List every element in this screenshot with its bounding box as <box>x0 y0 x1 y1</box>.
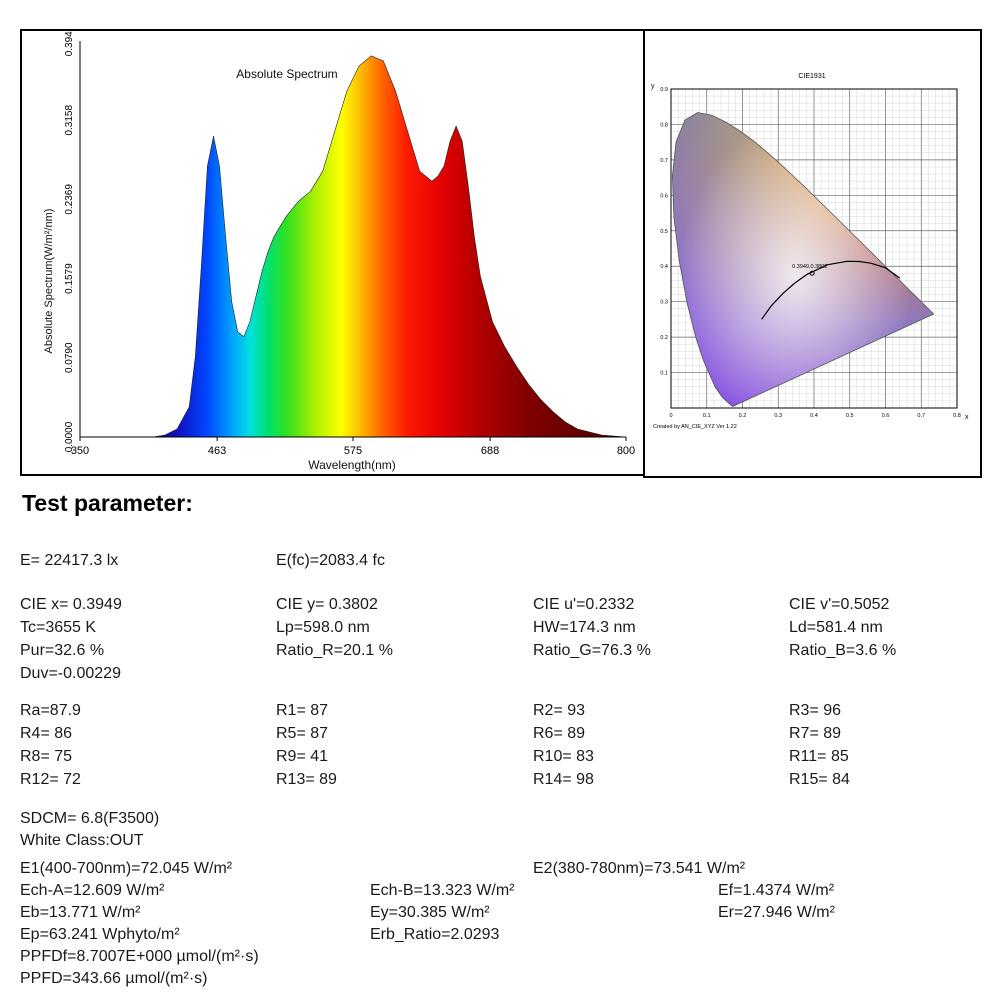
param-r7-c0: R8= 75 <box>20 748 73 765</box>
y-tick-label: 0.0790 <box>64 342 75 373</box>
erb-ratio-value: Erb_Ratio=2.0293 <box>370 926 500 943</box>
y-tick-label: 0.0000 <box>64 421 75 452</box>
eb-value: Eb=13.771 W/m² <box>20 904 141 921</box>
ey-value: Ey=30.385 W/m² <box>370 904 490 921</box>
ech-a-value: Ech-A=12.609 W/m² <box>20 882 165 899</box>
ppfdf-value: PPFDf=8.7007E+000 µmol/(m²·s) <box>20 948 259 965</box>
param-r3-c0: Pur=32.6 % <box>20 642 105 659</box>
spectral-locus <box>671 112 935 407</box>
param-r8-c1: R13= 89 <box>276 771 337 788</box>
param-r7-c1: R9= 41 <box>276 748 329 765</box>
param-r3-c3: Ratio_B=3.6 % <box>789 642 897 659</box>
param-r8-c2: R14= 98 <box>533 771 594 788</box>
param-r4-c0: Duv=-0.00229 <box>20 665 121 682</box>
cie-x-tick-label: 0 <box>669 413 672 419</box>
param-r3-c2: Ratio_G=76.3 % <box>533 642 651 659</box>
param-r3-c1: Ratio_R=20.1 % <box>276 642 393 659</box>
ep-value: Ep=63.241 Wphyto/m² <box>20 926 180 943</box>
cie-chart-panel: 0.3949,0.3802 0 0.1 0.2 0.3 0.4 0.5 0.6 0.7 0.8 … <box>643 29 982 478</box>
cie-y-tick-label: 0.6 <box>660 193 668 199</box>
chromaticity-point-label: 0.3949,0.3802 <box>792 264 827 270</box>
x-tick-label: 800 <box>617 445 635 457</box>
x-tick-label: 350 <box>71 445 89 457</box>
cie-x-tick-label: 0.1 <box>703 413 711 419</box>
param-r7-c3: R11= 85 <box>789 748 849 765</box>
cie-x-axis-label: x <box>965 414 969 421</box>
y-tick-label: 0.2369 <box>64 184 75 215</box>
planckian-locus <box>761 260 901 320</box>
param-r5-c2: R2= 93 <box>533 702 586 719</box>
param-r0-c1: E(fc)=2083.4 fc <box>276 552 385 569</box>
cie-x-tick-label: 0.7 <box>917 413 925 419</box>
ef-value: Ef=1.4374 W/m² <box>718 882 835 899</box>
param-r1-c3: CIE v'=0.5052 <box>789 596 890 613</box>
param-r1-c0: CIE x= 0.3949 <box>20 596 122 613</box>
param-r8-c3: R15= 84 <box>789 771 850 788</box>
param-r6-c1: R5= 87 <box>276 725 329 742</box>
param-r5-c3: R3= 96 <box>789 702 842 719</box>
spectrum-title: Absolute Spectrum <box>236 67 337 81</box>
param-r1-c2: CIE u'=0.2332 <box>533 596 635 613</box>
cie-y-axis-label: y <box>651 83 655 90</box>
test-parameter-heading: Test parameter: <box>22 490 193 516</box>
cie-x-tick-label: 0.6 <box>882 413 890 419</box>
param-r10-c0: White Class:OUT <box>20 832 144 849</box>
param-r6-c3: R7= 89 <box>789 725 842 742</box>
cie-y-tick-label: 0.1 <box>660 371 668 377</box>
e2-value: E2(380-780nm)=73.541 W/m² <box>533 860 746 877</box>
param-r0-c0: E= 22417.3 lx <box>20 552 119 569</box>
chromaticity-area <box>672 112 934 407</box>
cie-x-tick-label: 0.3 <box>774 413 782 419</box>
y-tick-label: 0.3948 <box>64 31 75 56</box>
cie-chart: 0.3949,0.3802 0 0.1 0.2 0.3 0.4 0.5 0.6 0.7 0.8 … <box>651 73 969 430</box>
y-tick-label: 0.3158 <box>64 105 75 136</box>
ech-b-value: Ech-B=13.323 W/m² <box>370 882 515 899</box>
spectrum-area <box>140 55 626 437</box>
cie-y-tick-label: 0.7 <box>660 158 668 164</box>
param-r6-c0: R4= 86 <box>20 725 73 742</box>
param-r8-c0: R12= 72 <box>20 771 81 788</box>
cie-footer: Created by AN_CIE_XYZ Ver 1.22 <box>653 424 737 430</box>
param-r5-c0: Ra=87.9 <box>20 702 81 719</box>
param-r6-c2: R6= 89 <box>533 725 586 742</box>
y-axis-label: Absolute Spectrum(W/m²/nm) <box>43 209 55 354</box>
cie-y-tick-label: 0.2 <box>660 335 668 341</box>
x-tick-label: 463 <box>208 445 226 457</box>
param-r7-c2: R10= 83 <box>533 748 594 765</box>
cie-x-tick-label: 0.8 <box>953 413 961 419</box>
cie-y-tick-label: 0.3 <box>660 300 668 306</box>
cie-y-tick-label: 0.5 <box>660 229 668 235</box>
cie-y-tick-label: 0.4 <box>660 264 668 270</box>
param-r2-c0: Tc=3655 K <box>20 619 97 636</box>
cie-x-tick-label: 0.5 <box>846 413 854 419</box>
cie-frame <box>670 88 958 409</box>
param-r9-c0: SDCM= 6.8(F3500) <box>20 810 160 827</box>
param-r2-c3: Ld=581.4 nm <box>789 619 883 636</box>
cie-title: CIE1931 <box>798 73 825 80</box>
spectrum-line <box>140 55 627 438</box>
cie-y-tick-label: 0.8 <box>660 122 668 128</box>
spectrum-chart-panel: 350 463 575 688 800 0.0000 0.0790 0.1579 0.2369… <box>20 25 644 476</box>
param-r1-c1: CIE y= 0.3802 <box>276 596 378 613</box>
y-tick-label: 0.1579 <box>64 263 75 294</box>
cie-x-tick-label: 0.4 <box>810 413 818 419</box>
param-r5-c1: R1= 87 <box>276 702 329 719</box>
chromaticity-point <box>809 270 815 276</box>
ppfd-value: PPFD=343.66 µmol/(m²·s) <box>20 970 208 987</box>
cie-x-tick-label: 0.2 <box>739 413 747 419</box>
x-axis-label: Wavelength(nm) <box>308 458 396 472</box>
x-tick-label: 575 <box>344 445 362 457</box>
param-r2-c2: HW=174.3 nm <box>533 619 636 636</box>
cie-y-tick-label: 0.9 <box>660 87 668 93</box>
spectrum-chart: 350 463 575 688 800 0.0000 0.0790 0.1579 0.2369… <box>43 25 635 472</box>
er-value: Er=27.946 W/m² <box>718 904 835 921</box>
e1-value: E1(400-700nm)=72.045 W/m² <box>20 860 233 877</box>
x-tick-label: 688 <box>481 445 499 457</box>
param-r2-c1: Lp=598.0 nm <box>276 619 370 636</box>
